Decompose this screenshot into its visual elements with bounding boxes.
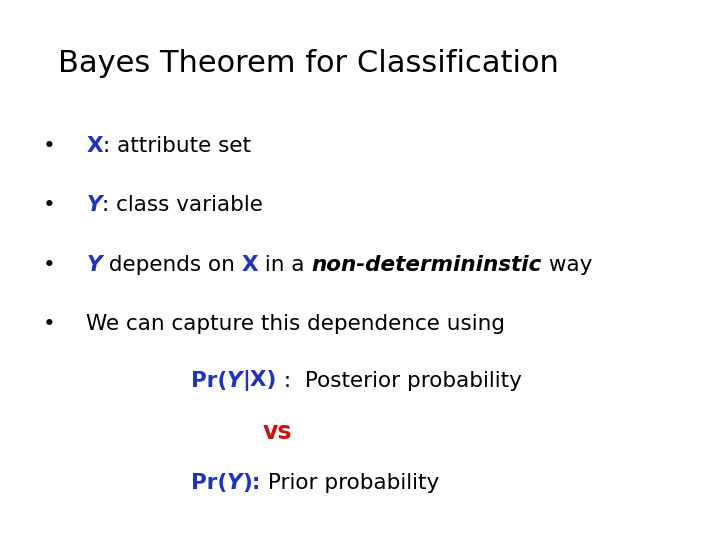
Text: Bayes Theorem for Classification: Bayes Theorem for Classification	[58, 49, 559, 78]
Text: ):: ):	[243, 473, 261, 494]
Text: Pr(: Pr(	[191, 370, 227, 391]
Text: Y: Y	[86, 195, 102, 215]
Text: Prior probability: Prior probability	[261, 473, 439, 494]
Text: Pr(: Pr(	[191, 473, 227, 494]
Text: •: •	[43, 254, 56, 275]
Text: vs: vs	[263, 420, 292, 444]
Text: •: •	[43, 136, 56, 156]
Text: Y: Y	[86, 254, 102, 275]
Text: : class variable: : class variable	[102, 195, 263, 215]
Text: •: •	[43, 314, 56, 334]
Text: in a: in a	[258, 254, 312, 275]
Text: |X): |X)	[243, 370, 277, 391]
Text: We can capture this dependence using: We can capture this dependence using	[86, 314, 505, 334]
Text: X: X	[242, 254, 258, 275]
Text: X: X	[86, 136, 103, 156]
Text: Y: Y	[227, 370, 243, 391]
Text: Y: Y	[227, 473, 243, 494]
Text: : attribute set: : attribute set	[103, 136, 251, 156]
Text: •: •	[43, 195, 56, 215]
Text: depends on: depends on	[102, 254, 242, 275]
Text: way: way	[542, 254, 593, 275]
Text: :  Posterior probability: : Posterior probability	[277, 370, 522, 391]
Text: non-determininstic: non-determininstic	[312, 254, 542, 275]
